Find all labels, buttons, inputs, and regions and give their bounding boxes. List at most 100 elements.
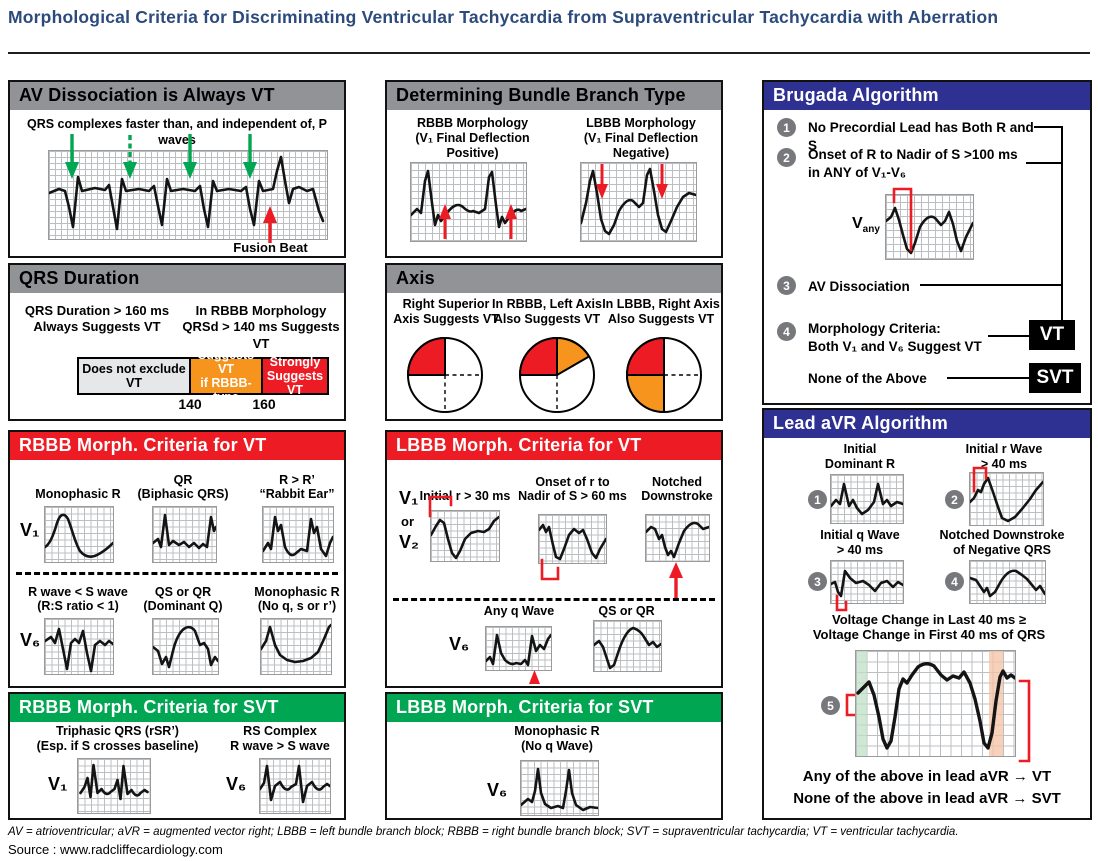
svt-result-box: SVT (1029, 363, 1081, 393)
caption: QRS complexes faster than, and independe… (26, 117, 328, 147)
panel-header: AV Dissociation is Always VT (10, 82, 344, 110)
title-divider (8, 52, 1090, 54)
axis-pie-rbbb-left-axis (519, 337, 595, 413)
fusion-beat-label: Fusion Beat (233, 240, 308, 255)
lead-label-v6: V₆ (487, 780, 508, 800)
red-up-arrow-icon (505, 204, 517, 239)
panel-av-dissociation: AV Dissociation is Always VT QRS complex… (8, 80, 346, 258)
vany-sub: any (862, 224, 880, 236)
qrs-left-note: QRS Duration > 160 ms Always Suggests VT (24, 303, 170, 335)
ecg-vany (885, 194, 974, 260)
ecg-initial-dominant-r (830, 474, 904, 524)
red-down-arrow-icon (656, 164, 668, 199)
caption: RS Complex R wave > S wave (230, 724, 330, 753)
qrs-right-note: In RBBB Morphology QRSd > 140 ms Suggest… (182, 303, 340, 351)
red-measure-bracket-icon (892, 187, 913, 252)
row-divider (393, 598, 715, 601)
scale-segment: Strongly Suggests VT (263, 355, 327, 397)
caption: Monophasic R (35, 487, 121, 502)
step-text: Morphology Criteria: Both V₁ and V₆ Sugg… (808, 321, 982, 355)
page-title: Morphological Criteria for Discriminatin… (8, 7, 999, 27)
ecg-any-q-wave (485, 626, 552, 671)
ecg-notched-negative-qrs (969, 560, 1046, 604)
footer-abbreviations: AV = atrioventricular; aVR = augmented v… (8, 826, 959, 838)
step-badge-4: 4 (777, 322, 796, 341)
ecg-voltage-change (855, 650, 1016, 757)
caption: R > R’ “Rabbit Ear” (259, 472, 335, 502)
vt-result-box: VT (1029, 320, 1075, 350)
step-badge-4: 4 (945, 572, 964, 591)
axis-pie-lbbb-right-axis (626, 337, 702, 413)
lead-label-or: or (401, 514, 414, 529)
ecg-monophasic-r-no-q (520, 760, 599, 816)
panel-header: Lead aVR Algorithm (764, 410, 1090, 438)
red-arrowhead-icon (529, 670, 540, 684)
green-down-arrow-dashed-icon (123, 135, 137, 179)
caption: Initial q Wave > 40 ms (820, 528, 900, 557)
connector-line (1061, 126, 1063, 322)
caption: R wave < S wave (R:S ratio < 1) (28, 584, 128, 614)
lead-label-v2: V₂ (399, 532, 420, 552)
caption: Initial r Wave > 40 ms (965, 442, 1043, 471)
red-measure-bracket-icon (540, 558, 560, 581)
panel-lbbb-svt: LBBB Morph. Criteria for SVT Monophasic … (385, 692, 723, 820)
panel-header: RBBB Morph. Criteria for SVT (10, 694, 344, 722)
panel-lbbb-vt: LBBB Morph. Criteria for VT Initial r > … (385, 430, 723, 688)
ecg-initial-r-wave (969, 472, 1044, 526)
green-down-arrow-icon (183, 134, 197, 179)
panel-axis: Axis Right Superior Axis Suggests VT In … (385, 263, 723, 421)
ecg-triphasic-rsr (77, 758, 151, 814)
none-of-above-text: None of the Above (808, 371, 927, 386)
panel-header: QRS Duration (10, 265, 344, 293)
lead-label-v1: V₁ (399, 488, 419, 508)
scale-tick-160: 160 (252, 396, 276, 412)
step-text: AV Dissociation (808, 279, 910, 294)
caption: RBBB Morphology (V₁ Final Deflection Pos… (415, 116, 530, 160)
red-measure-bracket-icon (428, 495, 453, 518)
ecg-qs-dominant-q (152, 618, 219, 675)
red-up-arrow-icon (263, 206, 277, 243)
panel-brugada: Brugada Algorithm 1 No Precordial Lead h… (762, 80, 1092, 405)
step-badge-1: 1 (808, 490, 827, 509)
panel-header: RBBB Morph. Criteria for VT (10, 432, 344, 460)
ecg-monophasic-r (44, 506, 114, 563)
caption: Monophasic R (No q Wave) (514, 724, 600, 753)
caption: Notched Downstroke (641, 474, 713, 504)
ecg-rbbb-morphology (410, 162, 527, 242)
ecg-trace (49, 155, 325, 231)
caption: Voltage Change in Last 40 ms ≥ Voltage C… (812, 612, 1046, 643)
caption: Onset of r to Nadir of S > 60 ms (518, 474, 627, 504)
lead-label-v1: V₁ (20, 520, 40, 540)
connector-line (947, 377, 1029, 379)
connector-line (1026, 162, 1063, 164)
caption: Any q Wave (483, 604, 555, 618)
qrs-duration-scale: Does not exclude VT Suggests VT if RBBB-… (77, 348, 329, 404)
step-text: Onset of R to Nadir of S >100 ms in ANY … (808, 147, 1018, 181)
caption: Notched Downstroke of Negative QRS (939, 528, 1065, 557)
caption: In RBBB, Left Axis Also Suggests VT (492, 297, 602, 326)
ecg-monophasic-r-v6 (260, 618, 332, 675)
red-up-arrow-icon (669, 562, 683, 598)
step-badge-2: 2 (945, 490, 964, 509)
step-badge-3: 3 (808, 572, 827, 591)
red-measure-bracket-icon (845, 693, 858, 717)
ecg-r-less-s (44, 618, 114, 675)
caption: Right Superior Axis Suggests VT (393, 297, 499, 326)
red-measure-bracket-icon (972, 466, 988, 493)
panel-lead-avr: Lead aVR Algorithm Initial Dominant R In… (762, 408, 1092, 820)
lead-label-v6: V₆ (20, 630, 41, 650)
panel-rbbb-svt: RBBB Morph. Criteria for SVT Triphasic Q… (8, 692, 346, 820)
ecg-qr-biphasic (152, 506, 217, 563)
green-down-arrow-icon (65, 134, 79, 179)
caption: Triphasic QRS (rSR’) (Esp. if S crosses … (36, 724, 199, 753)
panel-header: Axis (387, 265, 721, 293)
ecg-initial-r (430, 510, 500, 562)
step-badge-1: 1 (777, 118, 796, 137)
ecg-lbbb-morphology (580, 162, 697, 242)
red-measure-bracket-icon (835, 594, 848, 612)
step-badge-5: 5 (821, 696, 840, 715)
step-text: No Precordial Lead has Both R and S (808, 120, 1034, 154)
red-measure-bracket-icon (1018, 679, 1031, 763)
conclusion-svt: None of the above in lead aVR → SVT (793, 790, 1061, 807)
